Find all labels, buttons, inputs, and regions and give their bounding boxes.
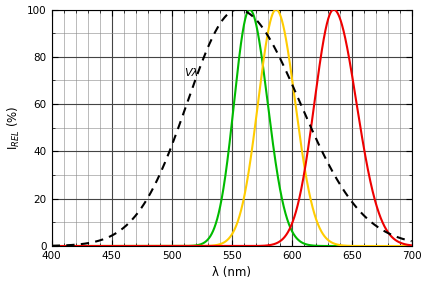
Text: Vλ: Vλ [183, 68, 198, 78]
X-axis label: λ (nm): λ (nm) [212, 266, 250, 280]
Y-axis label: I$_{REL}$ (%): I$_{REL}$ (%) [6, 105, 22, 150]
